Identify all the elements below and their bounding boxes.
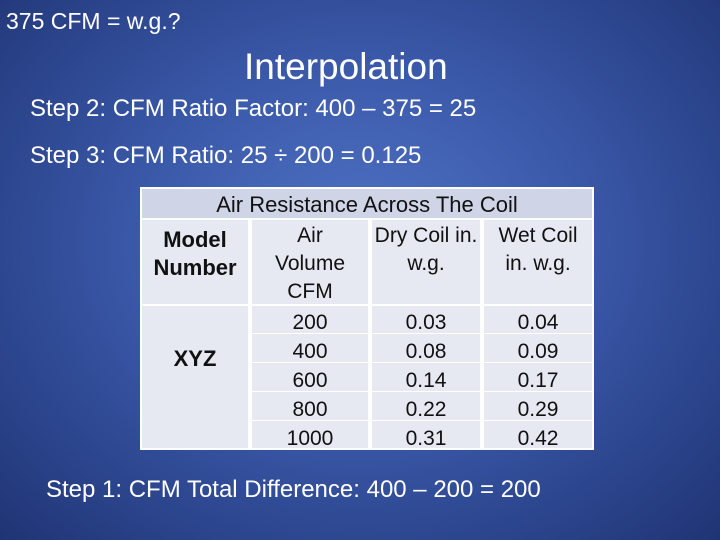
value-text: 400 <box>292 340 328 363</box>
step-text: Step 2: CFM Ratio Factor: 400 – 375 = 25 <box>30 95 477 122</box>
header-cell: Dry Coil in. w.g. <box>370 218 482 306</box>
row-separator <box>250 420 594 421</box>
header-text: in. w.g. <box>505 252 571 275</box>
slide-title: Interpolation <box>244 46 448 87</box>
value-text: 0.04 <box>517 311 559 334</box>
step-text: Step 3: CFM Ratio: 25 ÷ 200 = 0.125 <box>30 142 422 169</box>
row-separator <box>250 362 594 363</box>
value-text: 0.09 <box>517 340 559 363</box>
header-cell: Air Volume CFM <box>250 218 370 306</box>
value-column: 0.04 0.09 0.17 0.29 0.42 <box>482 304 594 450</box>
corner-title: 375 CFM = w.g.? <box>6 8 181 34</box>
value-text: 0.14 <box>405 369 447 392</box>
value-text: 0.29 <box>517 398 559 421</box>
value-column: 200 400 600 800 1000 <box>250 304 370 450</box>
row-separator <box>250 333 594 334</box>
value-column: 0.03 0.08 0.14 0.22 0.31 <box>370 304 482 450</box>
value-text: 200 <box>292 311 328 334</box>
value-text: 800 <box>292 398 328 421</box>
step-text: Step 1: CFM Total Difference: 400 – 200 … <box>46 476 541 503</box>
header-text: Number <box>153 255 237 280</box>
table-caption: Air Resistance Across The Coil <box>140 187 594 220</box>
header-cell: Model Number <box>140 218 250 306</box>
header-text: w.g. <box>407 252 445 275</box>
value-text: 600 <box>292 369 328 392</box>
header-cell: Wet Coil in. w.g. <box>482 218 594 306</box>
header-text: CFM <box>287 280 333 303</box>
model-cell: XYZ <box>140 304 250 450</box>
header-text: Wet Coil <box>498 224 578 247</box>
value-text: 0.08 <box>405 340 447 363</box>
value-text: 1000 <box>286 427 334 450</box>
header-text: Volume <box>274 252 346 275</box>
header-text: Dry Coil in. <box>374 224 478 247</box>
value-text: 0.03 <box>405 311 447 334</box>
value-text: 0.22 <box>405 398 447 421</box>
value-text: 0.42 <box>517 427 559 450</box>
row-separator <box>250 391 594 392</box>
value-text: 0.31 <box>405 427 447 450</box>
header-text: Air <box>297 224 323 247</box>
value-text: 0.17 <box>517 369 559 392</box>
header-text: Model <box>163 227 227 252</box>
